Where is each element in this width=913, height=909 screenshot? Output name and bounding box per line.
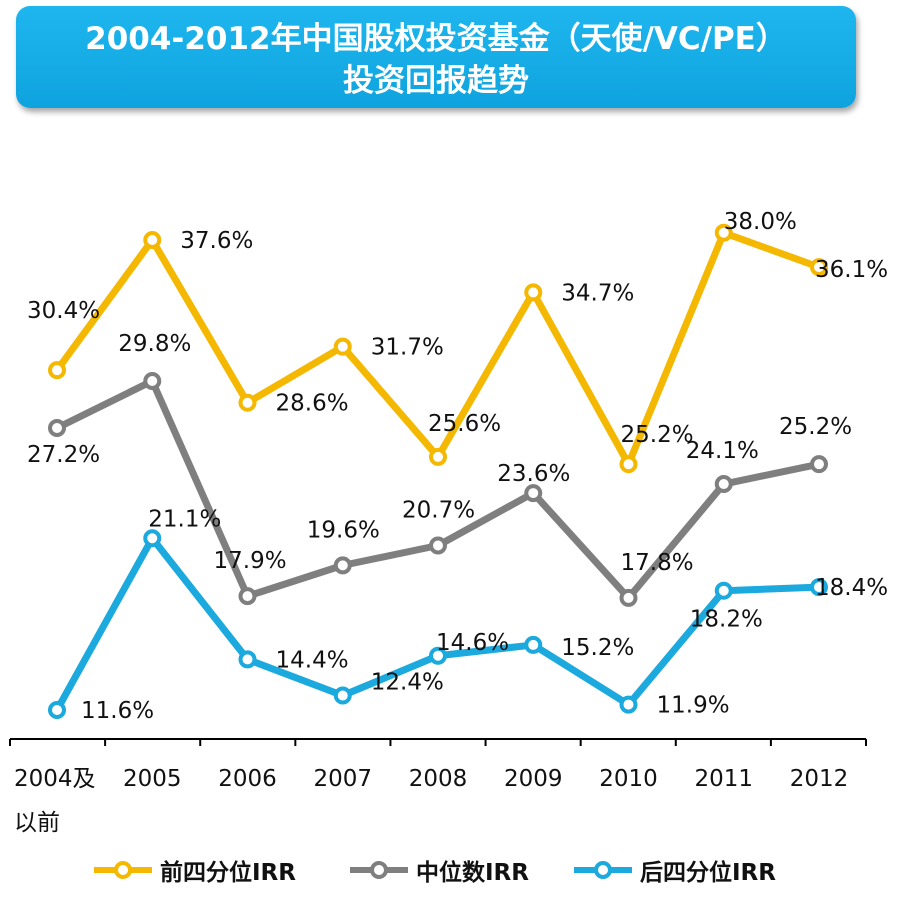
data-point <box>333 337 352 356</box>
data-label: 34.7% <box>561 280 634 306</box>
x-tick-label: 2012 <box>790 766 849 792</box>
x-tick-label: 2009 <box>504 766 563 792</box>
data-label: 25.2% <box>779 414 852 440</box>
data-label: 14.6% <box>436 630 509 656</box>
legend-item-top-quartile: 前四分位IRR <box>92 850 296 890</box>
data-label: 15.2% <box>561 635 634 661</box>
data-point <box>429 447 447 466</box>
data-label: 30.4% <box>27 298 100 324</box>
data-point <box>619 588 638 607</box>
data-point <box>524 484 543 503</box>
data-point <box>238 650 257 669</box>
data-label: 17.9% <box>214 548 287 574</box>
data-point <box>619 695 638 714</box>
x-tick-label: 2004及 <box>14 766 96 792</box>
data-label: 25.2% <box>621 422 694 448</box>
data-point <box>524 635 543 654</box>
data-label: 20.7% <box>402 498 475 524</box>
data-point <box>48 419 66 437</box>
data-point <box>429 646 447 665</box>
data-point <box>48 701 66 719</box>
x-tick-label: 以前 <box>14 810 60 836</box>
data-point <box>238 587 257 606</box>
data-label: 11.6% <box>81 698 154 724</box>
x-tick-label: 2005 <box>123 766 182 792</box>
data-label: 17.8% <box>621 550 694 576</box>
data-point <box>238 393 257 412</box>
data-label: 31.7% <box>371 335 444 361</box>
data-point <box>333 556 352 575</box>
data-label: 29.8% <box>118 331 191 357</box>
legend-label-median: 中位数IRR <box>416 860 529 886</box>
data-point <box>810 578 828 597</box>
data-label: 28.6% <box>276 391 349 417</box>
data-point <box>714 223 733 242</box>
data-point <box>714 475 733 494</box>
chart-title-line1: 2004-2012年中国股权投资基金（天使/VC/PE） <box>85 21 787 57</box>
data-label: 12.4% <box>371 670 444 696</box>
data-label: 27.2% <box>27 442 100 468</box>
legend-swatch-median <box>350 861 408 879</box>
data-label: 19.6% <box>307 517 380 543</box>
data-point <box>143 529 162 548</box>
data-label: 37.6% <box>180 228 253 254</box>
title-banner: 2004-2012年中国股权投资基金（天使/VC/PE） 投资回报趋势 <box>16 6 856 108</box>
x-tick-label: 2008 <box>409 766 468 792</box>
data-label: 21.1% <box>148 506 221 532</box>
data-label: 14.4% <box>276 647 349 673</box>
chart-title-line2: 投资回报趋势 <box>343 63 529 99</box>
data-point <box>810 455 828 474</box>
x-tick-label: 2010 <box>599 766 658 792</box>
data-label: 25.6% <box>428 411 501 437</box>
data-point <box>143 231 162 249</box>
data-point <box>333 686 352 705</box>
legend-item-median: 中位数IRR <box>348 850 529 890</box>
legend-swatch-bottom-quartile <box>574 861 632 879</box>
x-tick-label: 2007 <box>313 766 372 792</box>
data-label: 18.2% <box>690 607 763 633</box>
data-label: 38.0% <box>724 209 797 235</box>
legend-label-top-quartile: 前四分位IRR <box>160 860 296 886</box>
data-point <box>143 372 162 390</box>
data-label: 24.1% <box>686 438 759 464</box>
data-label: 36.1% <box>815 257 888 283</box>
data-point <box>48 361 66 380</box>
x-tick-label: 2011 <box>694 766 753 792</box>
x-tick-label: 2006 <box>218 766 277 792</box>
data-point <box>810 258 828 277</box>
legend-swatch-top-quartile <box>94 861 152 879</box>
legend-label-bottom-quartile: 后四分位IRR <box>640 860 776 886</box>
data-point <box>524 283 543 302</box>
data-point <box>714 581 733 600</box>
data-point <box>619 455 638 474</box>
data-label: 18.4% <box>815 575 888 601</box>
data-label: 23.6% <box>497 461 570 487</box>
legend-item-bottom-quartile: 后四分位IRR <box>572 850 776 890</box>
legend: 前四分位IRR 中位数IRR 后四分位IRR <box>0 850 913 890</box>
data-point <box>429 536 447 555</box>
data-label: 11.9% <box>657 693 730 719</box>
